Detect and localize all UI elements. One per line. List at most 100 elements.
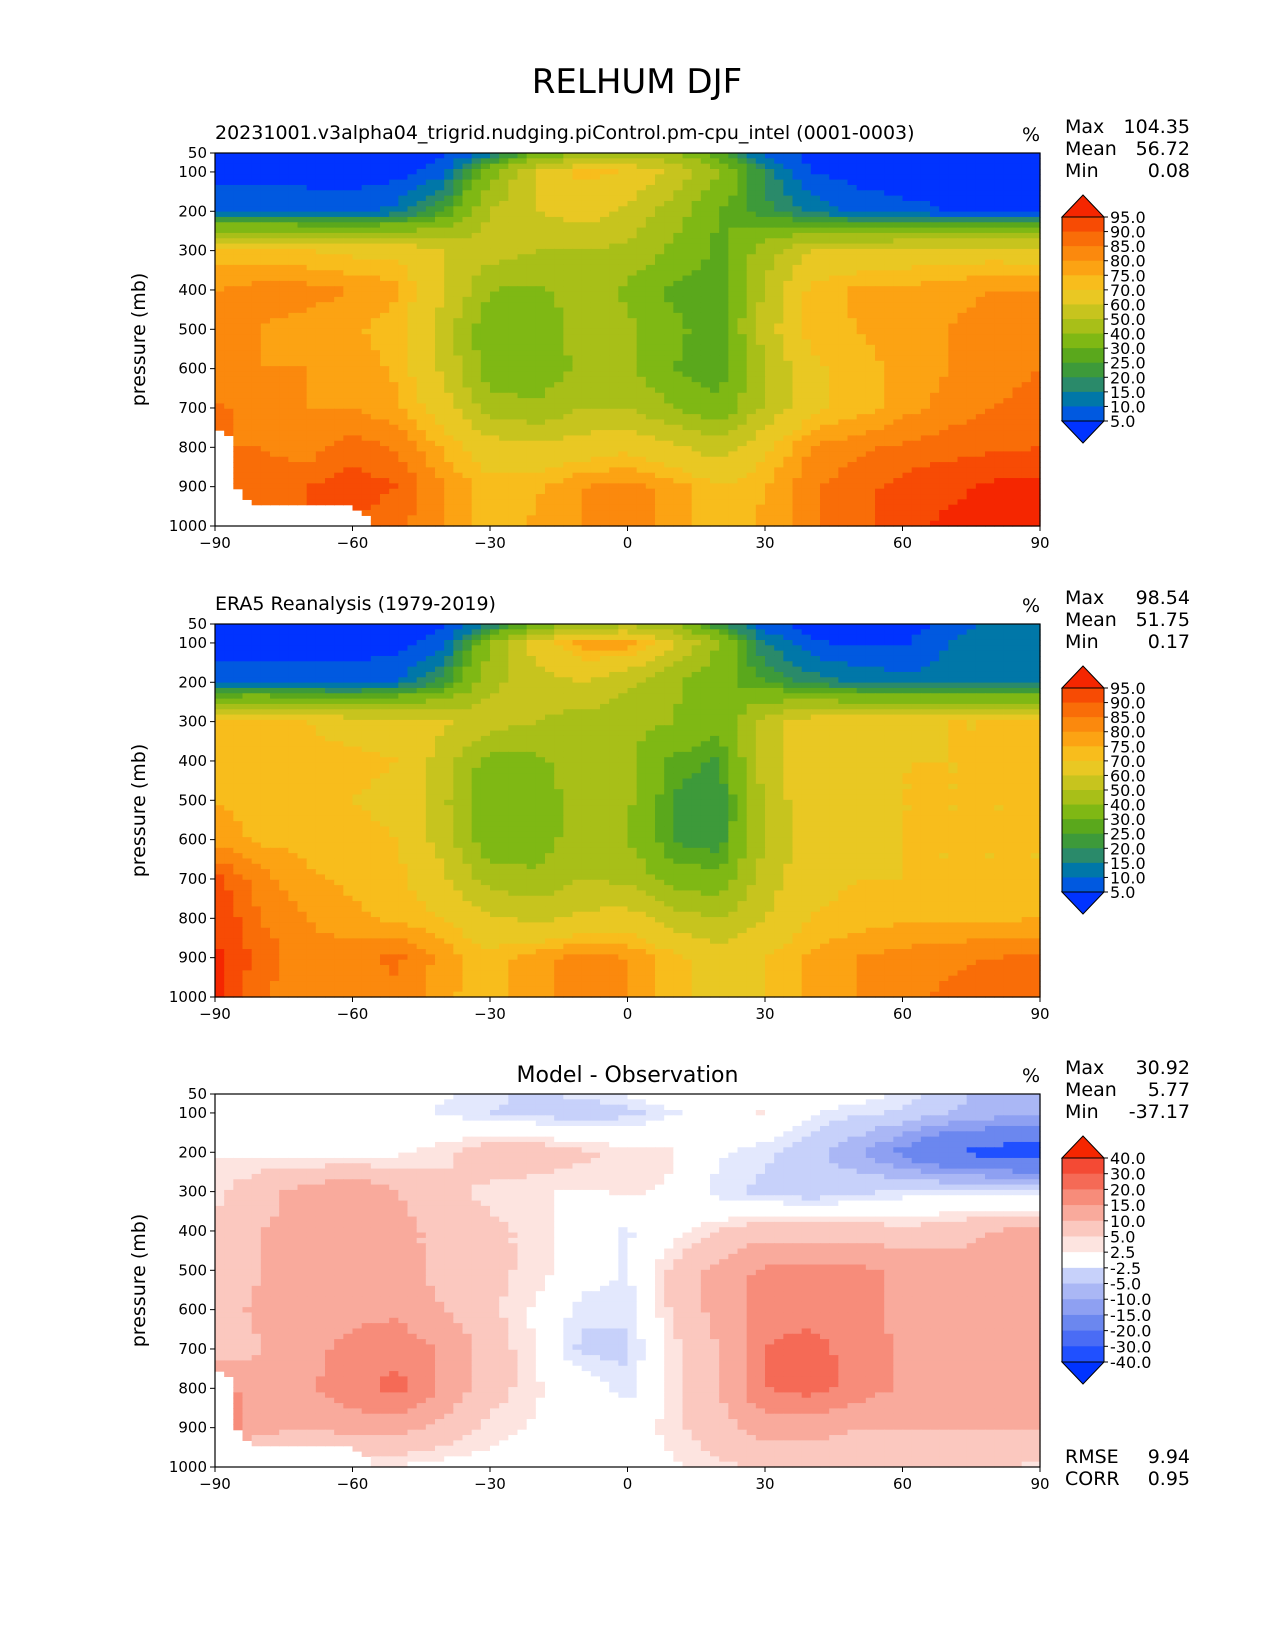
field-cell [967,345,977,351]
field-cell [985,180,995,186]
field-cell [967,366,977,372]
field-cell [554,254,564,260]
field-cell [426,164,436,170]
field-cell [921,329,931,335]
field-cell [215,366,225,372]
field-cell [389,233,399,239]
field-cell [453,366,463,372]
field-cell [683,345,693,351]
field-cell [728,228,738,234]
field-cell [857,196,867,202]
field-cell [774,185,784,191]
field-cell [426,238,436,244]
field-cell [673,153,683,159]
field-cell [719,324,729,330]
field-cell [802,153,812,159]
field-cell [1013,292,1023,298]
field-cell [903,350,913,356]
field-cell [683,297,693,303]
field-cell [710,153,720,159]
field-cell [545,190,555,196]
field-cell [545,206,555,212]
field-cell [398,308,408,314]
field-cell [224,276,234,282]
field-cell [252,206,262,212]
field-cell [417,281,427,287]
field-cell [848,350,858,356]
field-cell [875,222,885,228]
field-cell [215,324,225,330]
field-cell [307,276,317,282]
field-cell [279,382,289,388]
field-cell [573,329,583,335]
field-cell [738,334,748,340]
field-cell [389,286,399,292]
field-cell [829,281,839,287]
field-cell [609,329,619,335]
field-cell [793,153,803,159]
field-cell [939,329,949,335]
field-cell [316,180,326,186]
field-cell [875,196,885,202]
field-cell [884,329,894,335]
field-cell [463,233,473,239]
field-cell [545,297,555,303]
field-cell [463,265,473,271]
field-cell [600,355,610,361]
field-cell [398,270,408,276]
field-cell [435,366,445,372]
field-cell [490,238,500,244]
field-cell [829,302,839,308]
field-cell [215,382,225,388]
field-cell [1003,180,1013,186]
field-cell [398,377,408,383]
field-cell [490,324,500,330]
field-cell [325,201,335,207]
field-cell [838,313,848,319]
field-cell [417,228,427,234]
field-cell [1031,324,1041,330]
field-cell [362,265,372,271]
field-cell [362,233,372,239]
field-cell [646,206,656,212]
field-cell [912,302,922,308]
field-cell [655,297,665,303]
field-cell [829,286,839,292]
field-cell [921,345,931,351]
field-cell [417,196,427,202]
field-cell [481,169,491,175]
field-cell [316,377,326,383]
field-cell [802,302,812,308]
field-cell [655,169,665,175]
field-cell [838,190,848,196]
field-cell [994,206,1004,212]
field-cell [1003,318,1013,324]
field-cell [903,377,913,383]
field-cell [563,297,573,303]
field-cell [472,334,482,340]
field-cell [389,238,399,244]
field-cell [554,265,564,271]
field-cell [710,313,720,319]
field-cell [389,206,399,212]
field-cell [875,169,885,175]
field-cell [563,345,573,351]
field-cell [389,201,399,207]
field-cell [224,366,234,372]
field-cell [948,281,958,287]
field-cell [288,238,298,244]
field-cell [967,217,977,223]
field-cell [435,169,445,175]
field-cell [270,190,280,196]
field-cell [288,222,298,228]
field-cell [1031,201,1041,207]
field-cell [646,371,656,377]
field-cell [408,387,418,393]
field-cell [783,377,793,383]
field-cell [362,270,372,276]
field-cell [536,270,546,276]
field-cell [967,185,977,191]
field-cell [463,238,473,244]
field-cell [371,382,381,388]
field-cell [765,371,775,377]
